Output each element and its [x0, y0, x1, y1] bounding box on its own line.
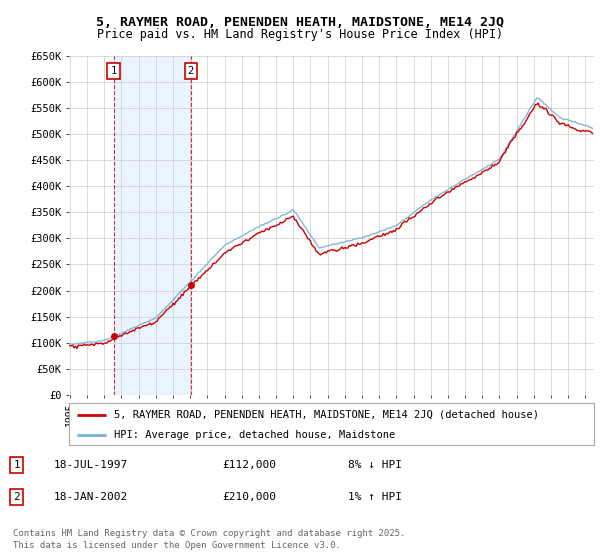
Text: Contains HM Land Registry data © Crown copyright and database right 2025.
This d: Contains HM Land Registry data © Crown c… [13, 529, 406, 550]
Text: 1: 1 [13, 460, 20, 470]
Text: Price paid vs. HM Land Registry's House Price Index (HPI): Price paid vs. HM Land Registry's House … [97, 28, 503, 41]
Text: 8% ↓ HPI: 8% ↓ HPI [348, 460, 402, 470]
Text: 1% ↑ HPI: 1% ↑ HPI [348, 492, 402, 502]
Text: £210,000: £210,000 [222, 492, 276, 502]
Text: 2: 2 [13, 492, 20, 502]
Text: 5, RAYMER ROAD, PENENDEN HEATH, MAIDSTONE, ME14 2JQ (detached house): 5, RAYMER ROAD, PENENDEN HEATH, MAIDSTON… [113, 410, 539, 420]
Text: £112,000: £112,000 [222, 460, 276, 470]
Text: HPI: Average price, detached house, Maidstone: HPI: Average price, detached house, Maid… [113, 430, 395, 440]
Text: 18-JAN-2002: 18-JAN-2002 [54, 492, 128, 502]
Text: 2: 2 [188, 66, 194, 76]
Bar [113, 56, 191, 395]
Text: 1: 1 [110, 66, 116, 76]
Text: 18-JUL-1997: 18-JUL-1997 [54, 460, 128, 470]
Text: 5, RAYMER ROAD, PENENDEN HEATH, MAIDSTONE, ME14 2JQ: 5, RAYMER ROAD, PENENDEN HEATH, MAIDSTON… [96, 16, 504, 29]
